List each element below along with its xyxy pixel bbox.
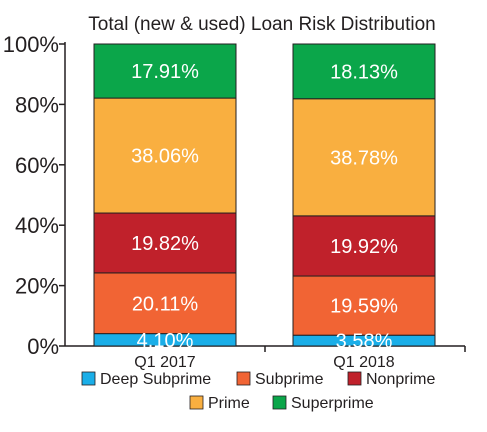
- legend-swatch: [81, 371, 96, 386]
- data-label: 19.59%: [330, 296, 398, 318]
- data-label: 38.78%: [330, 147, 398, 169]
- legend-label: Superprime: [291, 395, 374, 412]
- bar-segment-subprime: [292, 275, 436, 336]
- chart-title: Total (new & used) Loan Risk Distributio…: [88, 14, 435, 35]
- data-label: 17.91%: [131, 61, 199, 83]
- y-tick-label: 100%: [3, 32, 59, 57]
- data-label: 3.58%: [336, 331, 393, 353]
- data-label: 4.10%: [137, 330, 194, 352]
- legend-swatch: [236, 371, 251, 386]
- bar-segment-prime: [292, 98, 436, 217]
- bar-segment-superprime: [93, 43, 237, 99]
- legend-label: Nonprime: [366, 371, 435, 388]
- bar-segment-nonprime: [292, 215, 436, 277]
- legend-label: Deep Subprime: [100, 371, 211, 388]
- data-labels: 4.10% 20.11% 19.82% 38.06% 17.91% 3.58% 19.59%…: [131, 61, 398, 353]
- y-tick-label: 40%: [15, 213, 59, 238]
- legend-label: Subprime: [255, 371, 324, 388]
- data-label: 20.11%: [132, 293, 199, 315]
- data-label: 38.06%: [131, 146, 199, 168]
- legend-swatch: [272, 395, 287, 410]
- data-label: 19.82%: [131, 233, 199, 255]
- data-label: 18.13%: [330, 61, 398, 83]
- bar-segment-subprime: [93, 272, 237, 335]
- y-tick-label: 0%: [27, 334, 59, 359]
- axes: 0% 20% 40% 60% 80% 100% Q1 2017 Q1 2018: [3, 32, 466, 371]
- data-label: 19.92%: [330, 236, 398, 258]
- x-tick-label: Q1 2017: [134, 354, 195, 371]
- y-tick-label: 80%: [15, 92, 59, 117]
- x-tick-label: Q1 2018: [333, 354, 394, 371]
- bar-segment-nonprime: [93, 212, 237, 274]
- y-tick-label: 60%: [15, 153, 59, 178]
- bar-segment-superprime: [292, 43, 436, 100]
- legend: Deep Subprime Subprime Nonprime Prime Superp…: [81, 371, 435, 412]
- bars: [93, 43, 436, 347]
- y-tick-label: 20%: [15, 274, 59, 299]
- legend-label: Prime: [208, 395, 250, 412]
- legend-swatch: [347, 371, 362, 386]
- legend-swatch: [189, 395, 204, 410]
